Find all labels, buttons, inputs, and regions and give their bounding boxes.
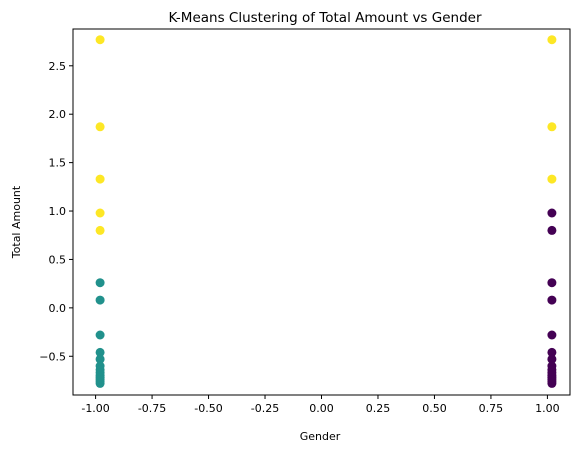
data-point-cluster_0 <box>547 354 557 364</box>
y-tick-label: 2.0 <box>49 108 67 121</box>
plot-area-frame <box>72 28 571 396</box>
data-point-cluster_2 <box>95 174 105 184</box>
data-point-cluster_0 <box>547 347 557 357</box>
data-point-cluster_0 <box>547 225 557 235</box>
data-point-cluster_2 <box>95 122 105 132</box>
y-axis-title: Total Amount <box>10 185 23 259</box>
data-point-cluster_1 <box>95 347 105 357</box>
x-tick-label: 1.00 <box>535 402 560 415</box>
x-tick-label: -0.50 <box>194 402 222 415</box>
x-axis-ticks: -1.00 -0.75 -0.50 -0.25 0.00 0.25 0.50 0.75 1.00 <box>81 395 560 415</box>
data-point-cluster_1 <box>95 354 105 364</box>
data-point-cluster_2 <box>95 225 105 235</box>
y-tick-label: 1.5 <box>49 157 67 170</box>
data-point-cluster_2 <box>547 174 557 184</box>
y-tick-label: 2.5 <box>49 60 67 73</box>
data-point-cluster_2 <box>95 35 105 45</box>
data-point-cluster_2 <box>547 35 557 45</box>
x-tick-label: 0.25 <box>366 402 391 415</box>
x-tick-label: 0.00 <box>309 402 334 415</box>
y-tick-label: −0.5 <box>39 350 66 363</box>
data-point-cluster_1 <box>95 295 105 305</box>
data-point-cluster_0 <box>547 378 557 388</box>
data-point-cluster_0 <box>547 208 557 218</box>
x-tick-label: 0.50 <box>422 402 447 415</box>
data-point-cluster_1 <box>95 330 105 340</box>
x-tick-label: 0.75 <box>479 402 504 415</box>
x-tick-label: -0.75 <box>138 402 166 415</box>
data-point-cluster_2 <box>547 122 557 132</box>
data-points <box>95 35 557 388</box>
data-point-cluster_2 <box>95 208 105 218</box>
y-tick-label: 1.0 <box>49 205 67 218</box>
y-tick-label: 0.5 <box>49 253 67 266</box>
data-point-cluster_0 <box>547 278 557 288</box>
chart-title: K-Means Clustering of Total Amount vs Ge… <box>168 10 481 26</box>
x-tick-label: -1.00 <box>81 402 109 415</box>
x-axis-title: Gender <box>300 430 341 443</box>
data-point-cluster_0 <box>547 295 557 305</box>
data-point-cluster_1 <box>95 278 105 288</box>
y-tick-label: 0.0 <box>49 302 67 315</box>
data-point-cluster_1 <box>95 378 105 388</box>
y-axis-ticks: −0.5 0.0 0.5 1.0 1.5 2.0 2.5 <box>39 60 73 363</box>
x-tick-label: -0.25 <box>251 402 279 415</box>
data-point-cluster_0 <box>547 330 557 340</box>
